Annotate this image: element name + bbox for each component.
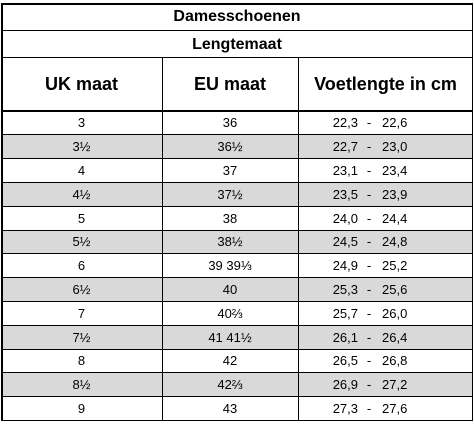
h-border xyxy=(1,300,473,302)
row-shade xyxy=(1,372,473,397)
h-border xyxy=(1,110,473,112)
eu-size: 43 xyxy=(222,400,238,416)
length-from: 27,3 xyxy=(332,400,358,416)
length-from: 22,3 xyxy=(332,115,358,131)
length-from: 26,9 xyxy=(332,377,358,393)
eu-size: 38 xyxy=(222,210,238,226)
length-from: 24,0 xyxy=(332,210,358,226)
eu-size: 37½ xyxy=(217,186,243,202)
length-to: 26,8 xyxy=(382,353,408,369)
eu-size: 42 xyxy=(222,353,238,369)
length-to: 25,6 xyxy=(382,281,408,297)
length-separator: - xyxy=(366,234,372,250)
length-separator: - xyxy=(366,353,372,369)
eu-size: 37 xyxy=(222,162,238,178)
v-border xyxy=(162,57,163,421)
v-border xyxy=(471,3,473,421)
uk-size: 3 xyxy=(77,115,86,131)
length-to: 27,2 xyxy=(382,377,408,393)
v-border xyxy=(1,3,3,421)
eu-size: 40⅔ xyxy=(217,305,243,321)
table-title: Damesschoenen xyxy=(173,8,301,25)
h-border xyxy=(1,134,473,136)
eu-size: 38½ xyxy=(217,234,243,250)
v-border xyxy=(298,57,299,421)
h-border xyxy=(1,181,473,183)
column-header: Voetlengte in cm xyxy=(314,74,457,94)
length-to: 26,0 xyxy=(382,305,408,321)
length-to: 23,4 xyxy=(382,162,408,178)
uk-size: 6½ xyxy=(72,281,91,297)
uk-size: 7½ xyxy=(72,329,91,345)
length-from: 25,3 xyxy=(332,281,358,297)
length-separator: - xyxy=(366,210,372,226)
h-border xyxy=(1,158,473,160)
length-from: 22,7 xyxy=(332,139,358,155)
length-to: 24,8 xyxy=(382,234,408,250)
length-separator: - xyxy=(366,329,372,345)
h-border xyxy=(1,30,473,31)
row-shade xyxy=(1,277,473,302)
h-border xyxy=(1,253,473,255)
uk-size: 3½ xyxy=(72,139,91,155)
length-separator: - xyxy=(366,281,372,297)
eu-size: 36 xyxy=(222,115,238,131)
table-subtitle: Lengtemaat xyxy=(192,35,282,53)
uk-size: 5 xyxy=(77,210,86,226)
length-to: 26,4 xyxy=(382,329,408,345)
eu-size: 42⅔ xyxy=(217,377,243,393)
uk-size: 4 xyxy=(77,162,86,178)
column-header: EU maat xyxy=(193,74,267,94)
uk-size: 8½ xyxy=(72,377,91,393)
length-from: 23,1 xyxy=(332,162,358,178)
uk-size: 5½ xyxy=(72,234,91,250)
length-from: 26,5 xyxy=(332,353,358,369)
h-border xyxy=(1,57,473,58)
length-from: 24,5 xyxy=(332,234,358,250)
length-to: 23,9 xyxy=(382,186,408,202)
eu-size: 40 xyxy=(222,281,238,297)
uk-size: 8 xyxy=(77,353,86,369)
uk-size: 6 xyxy=(77,258,86,274)
length-from: 25,7 xyxy=(332,305,358,321)
length-separator: - xyxy=(366,186,372,202)
h-border xyxy=(1,229,473,231)
length-to: 27,6 xyxy=(382,400,408,416)
h-border xyxy=(1,277,473,279)
length-separator: - xyxy=(366,400,372,416)
length-separator: - xyxy=(366,305,372,321)
length-separator: - xyxy=(366,139,372,155)
h-border xyxy=(1,396,473,398)
length-to: 24,4 xyxy=(382,210,408,226)
uk-size: 9 xyxy=(77,400,86,416)
length-separator: - xyxy=(366,377,372,393)
uk-size: 7 xyxy=(77,305,86,321)
h-border xyxy=(1,205,473,207)
length-to: 22,6 xyxy=(382,115,408,131)
length-separator: - xyxy=(366,162,372,178)
h-border xyxy=(1,372,473,374)
h-border xyxy=(1,324,473,326)
h-border xyxy=(1,419,473,421)
eu-size: 39 39⅓ xyxy=(208,258,252,274)
row-shade xyxy=(1,325,473,349)
uk-size: 4½ xyxy=(72,186,91,202)
column-header: UK maat xyxy=(44,74,119,94)
length-to: 23,0 xyxy=(382,139,408,155)
h-border xyxy=(1,348,473,350)
length-separator: - xyxy=(366,258,372,274)
row-shade xyxy=(1,230,473,254)
eu-size: 36½ xyxy=(217,139,243,155)
length-from: 24,9 xyxy=(332,258,358,274)
length-from: 23,5 xyxy=(332,186,358,202)
length-separator: - xyxy=(366,115,372,131)
length-from: 26,1 xyxy=(332,329,358,345)
length-to: 25,2 xyxy=(382,258,408,274)
h-border xyxy=(1,3,473,5)
eu-size: 41 41½ xyxy=(208,329,252,345)
row-shade xyxy=(1,182,473,207)
row-shade xyxy=(1,134,473,159)
